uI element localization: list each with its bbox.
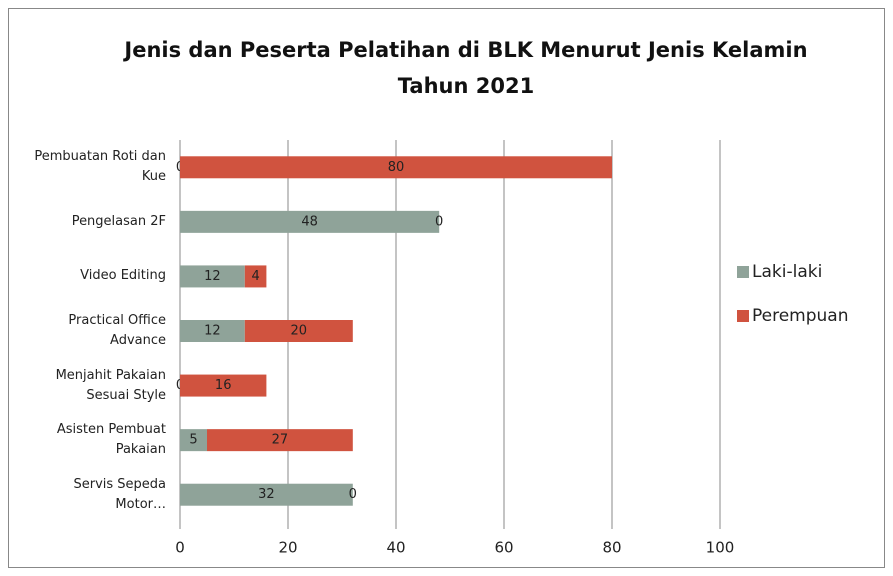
data-label: 20 xyxy=(291,324,308,339)
data-label: 12 xyxy=(204,269,221,284)
y-tick-label: Asisten Pembuat Pakaian xyxy=(56,422,166,458)
y-tick-label: Menjahit Pakaian Sesuai Style xyxy=(55,367,166,403)
y-tick-label: Video Editing xyxy=(80,268,166,284)
data-label: 12 xyxy=(204,324,221,339)
data-label: 32 xyxy=(258,487,275,502)
data-label: 48 xyxy=(301,214,318,229)
y-tick-label: Practical Office Advance xyxy=(68,313,166,348)
bar xyxy=(180,374,267,397)
bar xyxy=(180,483,353,506)
chart-title: Jenis dan Peserta Pelatihan di BLK Menur… xyxy=(124,38,808,98)
bar xyxy=(180,265,245,288)
x-tick-label: 80 xyxy=(602,539,621,557)
bar xyxy=(180,156,612,179)
legend-swatch xyxy=(737,266,749,278)
x-tick-label: 60 xyxy=(494,539,513,557)
legend-label: Laki-laki xyxy=(752,262,823,282)
x-tick-label: 20 xyxy=(278,539,297,557)
bar xyxy=(207,429,353,452)
data-label: 16 xyxy=(215,378,232,393)
bar xyxy=(180,320,245,342)
data-label: 5 xyxy=(189,433,197,448)
legend-swatch xyxy=(737,310,749,322)
y-tick-label: Pengelasan 2F xyxy=(71,213,166,229)
bar xyxy=(180,429,207,452)
chart-border xyxy=(8,8,885,568)
x-tick-label: 40 xyxy=(386,539,405,557)
data-label: 80 xyxy=(388,160,405,175)
data-label: 0 xyxy=(435,214,443,229)
bar xyxy=(244,320,353,342)
bar xyxy=(244,265,267,288)
legend-label: Perempuan xyxy=(752,306,849,326)
bar xyxy=(180,210,440,233)
x-tick-label: 100 xyxy=(706,539,735,557)
data-label: 0 xyxy=(349,487,357,502)
data-label: 27 xyxy=(272,433,289,448)
y-tick-label: Servis Sepeda Motor… xyxy=(73,476,166,512)
y-tick-label: Pembuatan Roti dan Kue xyxy=(34,149,166,185)
data-label: 4 xyxy=(251,269,259,284)
x-tick-label: 0 xyxy=(175,539,185,557)
